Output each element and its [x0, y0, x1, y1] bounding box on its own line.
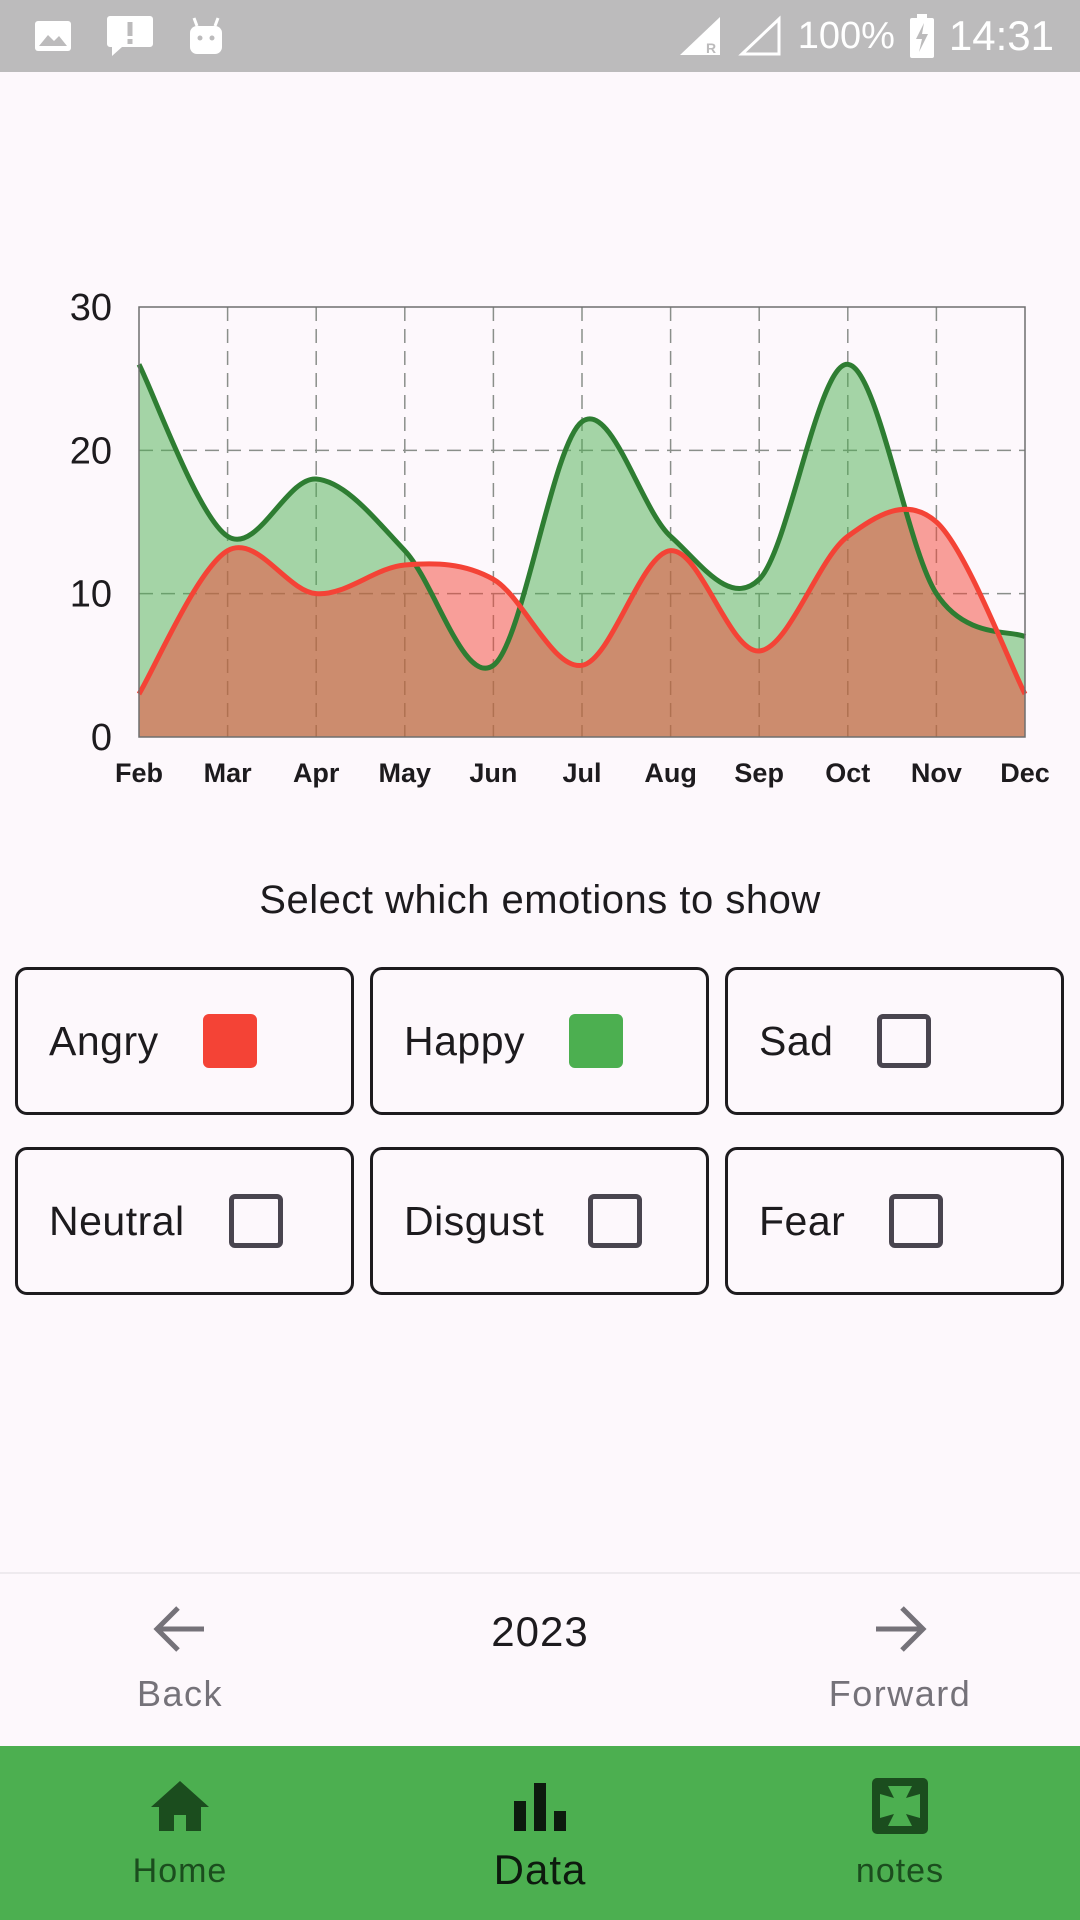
arrow-right-icon [872, 1604, 928, 1659]
y-tick-label: 20 [70, 430, 112, 472]
x-tick-label: Jul [562, 758, 601, 788]
emotion-toggle-fear[interactable]: Fear [725, 1147, 1064, 1295]
series-line-angry [136, 506, 1028, 696]
year-label: 2023 [491, 1608, 589, 1655]
x-tick-label: May [379, 758, 432, 788]
x-tick-label: Apr [293, 758, 340, 788]
x-tick-label: Feb [115, 758, 163, 788]
tab-notes-label: notes [855, 1852, 945, 1890]
sad-checkbox[interactable] [877, 1014, 932, 1068]
signal-empty-icon [737, 15, 784, 57]
android-icon [188, 16, 224, 56]
series-area-angry [139, 509, 1025, 737]
battery-percent: 100% [797, 14, 895, 57]
emotion-label-happy: Happy [404, 1017, 526, 1064]
tab-home-label: Home [132, 1852, 228, 1890]
back-button[interactable]: Back [80, 1604, 280, 1734]
forward-label: Forward [828, 1673, 972, 1714]
emotion-toggle-neutral[interactable]: Neutral [15, 1147, 354, 1295]
home-icon [149, 1776, 211, 1836]
plot-border [138, 306, 1026, 738]
emotion-chart: 0 10 20 30 Feb Mar Apr May Jun Jul Aug Sep Oct Nov Dec [0, 280, 1080, 800]
x-tick-label: Jun [469, 758, 517, 788]
tab-data-label: Data [493, 1846, 587, 1893]
svg-text:R: R [706, 40, 716, 56]
year-navigation: Back 2023 Forward [0, 1572, 1080, 1746]
x-tick-label: Aug [644, 758, 696, 788]
x-tick-label: Sep [734, 758, 784, 788]
bar-chart-icon [514, 1776, 566, 1836]
back-label: Back [136, 1673, 224, 1714]
tab-data[interactable]: Data [420, 1746, 660, 1920]
happy-checkbox[interactable] [569, 1014, 624, 1068]
x-tick-label: Dec [1000, 758, 1050, 788]
tab-home[interactable]: Home [60, 1746, 300, 1920]
emotion-label-fear: Fear [759, 1197, 846, 1244]
emotion-toggle-grid: Angry Happy Sad Neutral Disgust Fear [15, 967, 1065, 1295]
alert-icon [106, 14, 154, 58]
x-tick-label: Oct [825, 758, 870, 788]
image-icon [34, 20, 72, 52]
emotion-toggle-disgust[interactable]: Disgust [370, 1147, 709, 1295]
forward-button[interactable]: Forward [800, 1604, 1000, 1734]
y-tick-label: 10 [70, 574, 112, 616]
emotion-toggle-happy[interactable]: Happy [370, 967, 709, 1115]
emotion-label-sad: Sad [759, 1017, 834, 1064]
y-tick-label: 0 [91, 717, 112, 759]
emotion-label-disgust: Disgust [404, 1197, 545, 1244]
emotion-toggle-sad[interactable]: Sad [725, 967, 1064, 1115]
y-tick-label: 30 [70, 287, 112, 329]
disgust-checkbox[interactable] [588, 1194, 643, 1248]
chart-svg: 0 10 20 30 Feb Mar Apr May Jun Jul Aug Sep Oct Nov Dec [70, 287, 1050, 788]
signal-icon: R [678, 15, 724, 57]
fear-checkbox[interactable] [889, 1194, 944, 1248]
series-line-happy [136, 361, 1027, 671]
notes-icon [872, 1776, 928, 1836]
battery-charging-icon [909, 14, 935, 58]
arrow-left-icon [152, 1604, 208, 1659]
tab-notes[interactable]: notes [780, 1746, 1020, 1920]
x-tick-label: Mar [204, 758, 253, 788]
emotion-label-neutral: Neutral [49, 1197, 185, 1244]
x-tick-label: Nov [911, 758, 962, 788]
angry-checkbox[interactable] [202, 1014, 257, 1068]
emotion-label-angry: Angry [49, 1017, 159, 1064]
status-bar: R 100% 14:31 [0, 0, 1080, 72]
emotion-toggle-angry[interactable]: Angry [15, 967, 354, 1115]
clock-time: 14:31 [948, 12, 1054, 59]
bottom-navigation: Home Data notes [0, 1746, 1080, 1920]
neutral-checkbox[interactable] [228, 1194, 283, 1248]
emotion-select-prompt: Select which emotions to show [259, 878, 821, 922]
